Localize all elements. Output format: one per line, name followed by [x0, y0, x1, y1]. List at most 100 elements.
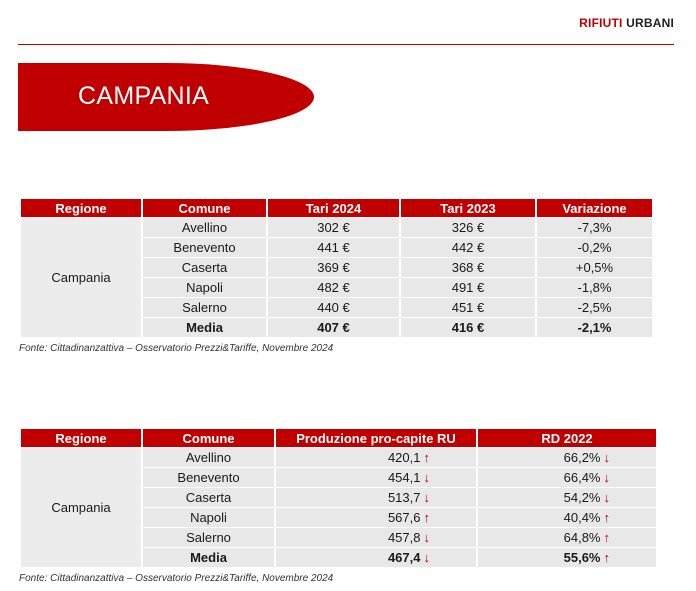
variazione-cell: -2,5%: [537, 298, 652, 317]
produzione-cell: 420,1 ↑: [276, 448, 476, 467]
tari-2024-cell: 302 €: [268, 218, 399, 237]
arrow-down-icon: ↓: [603, 490, 611, 505]
region-cell: Campania: [21, 218, 141, 337]
tari-2024-cell: 441 €: [268, 238, 399, 257]
media-row: Media 467,4 ↓ 55,6% ↑: [21, 548, 656, 567]
table-row: Caserta 369 € 368 € +0,5%: [21, 258, 652, 277]
variazione-cell: -2,1%: [537, 318, 652, 337]
region-cell: Campania: [21, 448, 141, 567]
variazione-cell: +0,5%: [537, 258, 652, 277]
produzione-table: Regione Comune Produzione pro-capite RU …: [19, 428, 658, 568]
title-banner: CAMPANIA: [18, 63, 314, 131]
section-label-red: RIFIUTI: [579, 16, 623, 30]
produzione-value: 457,8: [387, 530, 421, 545]
arrow-down-icon: ↓: [423, 550, 431, 565]
variazione-cell: -1,8%: [537, 278, 652, 297]
tari-2023-cell: 416 €: [401, 318, 535, 337]
produzione-value: 467,4: [387, 550, 421, 565]
table-source-note: Fonte: Cittadinanzattiva – Osservatorio …: [19, 573, 334, 584]
rd-cell: 40,4% ↑: [478, 508, 656, 527]
arrow-up-icon: ↑: [423, 510, 431, 525]
tari-2023-cell: 442 €: [401, 238, 535, 257]
produzione-table-header: Regione Comune Produzione pro-capite RU …: [21, 429, 656, 447]
col-header-produzione: Produzione pro-capite RU: [276, 429, 476, 447]
rd-value: 66,2%: [563, 450, 601, 465]
tari-table-header: Regione Comune Tari 2024 Tari 2023 Varia…: [21, 199, 652, 217]
tari-2024-cell: 369 €: [268, 258, 399, 277]
tari-2024-cell: 407 €: [268, 318, 399, 337]
comune-cell: Media: [143, 318, 266, 337]
tari-table: Regione Comune Tari 2024 Tari 2023 Varia…: [19, 198, 654, 338]
rd-value: 40,4%: [563, 510, 601, 525]
tari-2024-cell: 440 €: [268, 298, 399, 317]
tari-2024-cell: 482 €: [268, 278, 399, 297]
comune-cell: Napoli: [143, 508, 274, 527]
comune-cell: Caserta: [143, 488, 274, 507]
col-header-variazione: Variazione: [537, 199, 652, 217]
arrow-down-icon: ↓: [603, 470, 611, 485]
rd-value: 66,4%: [563, 470, 601, 485]
produzione-cell: 467,4 ↓: [276, 548, 476, 567]
rd-cell: 64,8% ↑: [478, 528, 656, 547]
arrow-up-icon: ↑: [423, 450, 431, 465]
col-header-comune: Comune: [143, 429, 274, 447]
produzione-value: 454,1: [387, 470, 421, 485]
header-divider: [18, 44, 674, 45]
produzione-cell: 513,7 ↓: [276, 488, 476, 507]
table-row: Benevento 454,1 ↓ 66,4% ↓: [21, 468, 656, 487]
tari-2023-cell: 326 €: [401, 218, 535, 237]
produzione-value: 567,6: [387, 510, 421, 525]
section-label: RIFIUTI URBANI: [579, 16, 674, 30]
produzione-value: 513,7: [387, 490, 421, 505]
comune-cell: Caserta: [143, 258, 266, 277]
table-row: Benevento 441 € 442 € -0,2%: [21, 238, 652, 257]
col-header-rd-2022: RD 2022: [478, 429, 656, 447]
comune-cell: Salerno: [143, 298, 266, 317]
rd-value: 55,6%: [563, 550, 601, 565]
arrow-down-icon: ↓: [603, 450, 611, 465]
rd-cell: 66,2% ↓: [478, 448, 656, 467]
table-row: Campania Avellino 302 € 326 € -7,3%: [21, 218, 652, 337]
arrow-down-icon: ↓: [423, 490, 431, 505]
produzione-cell: 454,1 ↓: [276, 468, 476, 487]
arrow-up-icon: ↑: [603, 530, 611, 545]
variazione-cell: -0,2%: [537, 238, 652, 257]
col-header-regione: Regione: [21, 429, 141, 447]
arrow-up-icon: ↑: [603, 510, 611, 525]
variazione-cell: -7,3%: [537, 218, 652, 237]
col-header-comune: Comune: [143, 199, 266, 217]
arrow-down-icon: ↓: [423, 530, 431, 545]
page-title: CAMPANIA: [78, 82, 210, 110]
produzione-cell: 457,8 ↓: [276, 528, 476, 547]
table-source-note: Fonte: Cittadinanzattiva – Osservatorio …: [19, 343, 334, 354]
rd-cell: 54,2% ↓: [478, 488, 656, 507]
comune-cell: Benevento: [143, 468, 274, 487]
tari-2023-cell: 368 €: [401, 258, 535, 277]
table-row: Salerno 457,8 ↓ 64,8% ↑: [21, 528, 656, 547]
rd-value: 54,2%: [563, 490, 601, 505]
col-header-tari-2023: Tari 2023: [401, 199, 535, 217]
produzione-cell: 567,6 ↑: [276, 508, 476, 527]
comune-cell: Benevento: [143, 238, 266, 257]
rd-cell: 66,4% ↓: [478, 468, 656, 487]
table-row: Caserta 513,7 ↓ 54,2% ↓: [21, 488, 656, 507]
section-label-dark: URBANI: [626, 16, 674, 30]
table-row: Napoli 482 € 491 € -1,8%: [21, 278, 652, 297]
comune-cell: Salerno: [143, 528, 274, 547]
table-row: Campania Avellino 420,1 ↑ 66,2% ↓: [21, 448, 656, 567]
table-row: Salerno 440 € 451 € -2,5%: [21, 298, 652, 317]
col-header-regione: Regione: [21, 199, 141, 217]
rd-value: 64,8%: [563, 530, 601, 545]
arrow-up-icon: ↑: [603, 550, 611, 565]
rd-cell: 55,6% ↑: [478, 548, 656, 567]
comune-cell: Avellino: [143, 218, 266, 237]
comune-cell: Media: [143, 548, 274, 567]
col-header-tari-2024: Tari 2024: [268, 199, 399, 217]
tari-2023-cell: 491 €: [401, 278, 535, 297]
comune-cell: Avellino: [143, 448, 274, 467]
table-row: Napoli 567,6 ↑ 40,4% ↑: [21, 508, 656, 527]
media-row: Media 407 € 416 € -2,1%: [21, 318, 652, 337]
arrow-down-icon: ↓: [423, 470, 431, 485]
comune-cell: Napoli: [143, 278, 266, 297]
tari-2023-cell: 451 €: [401, 298, 535, 317]
